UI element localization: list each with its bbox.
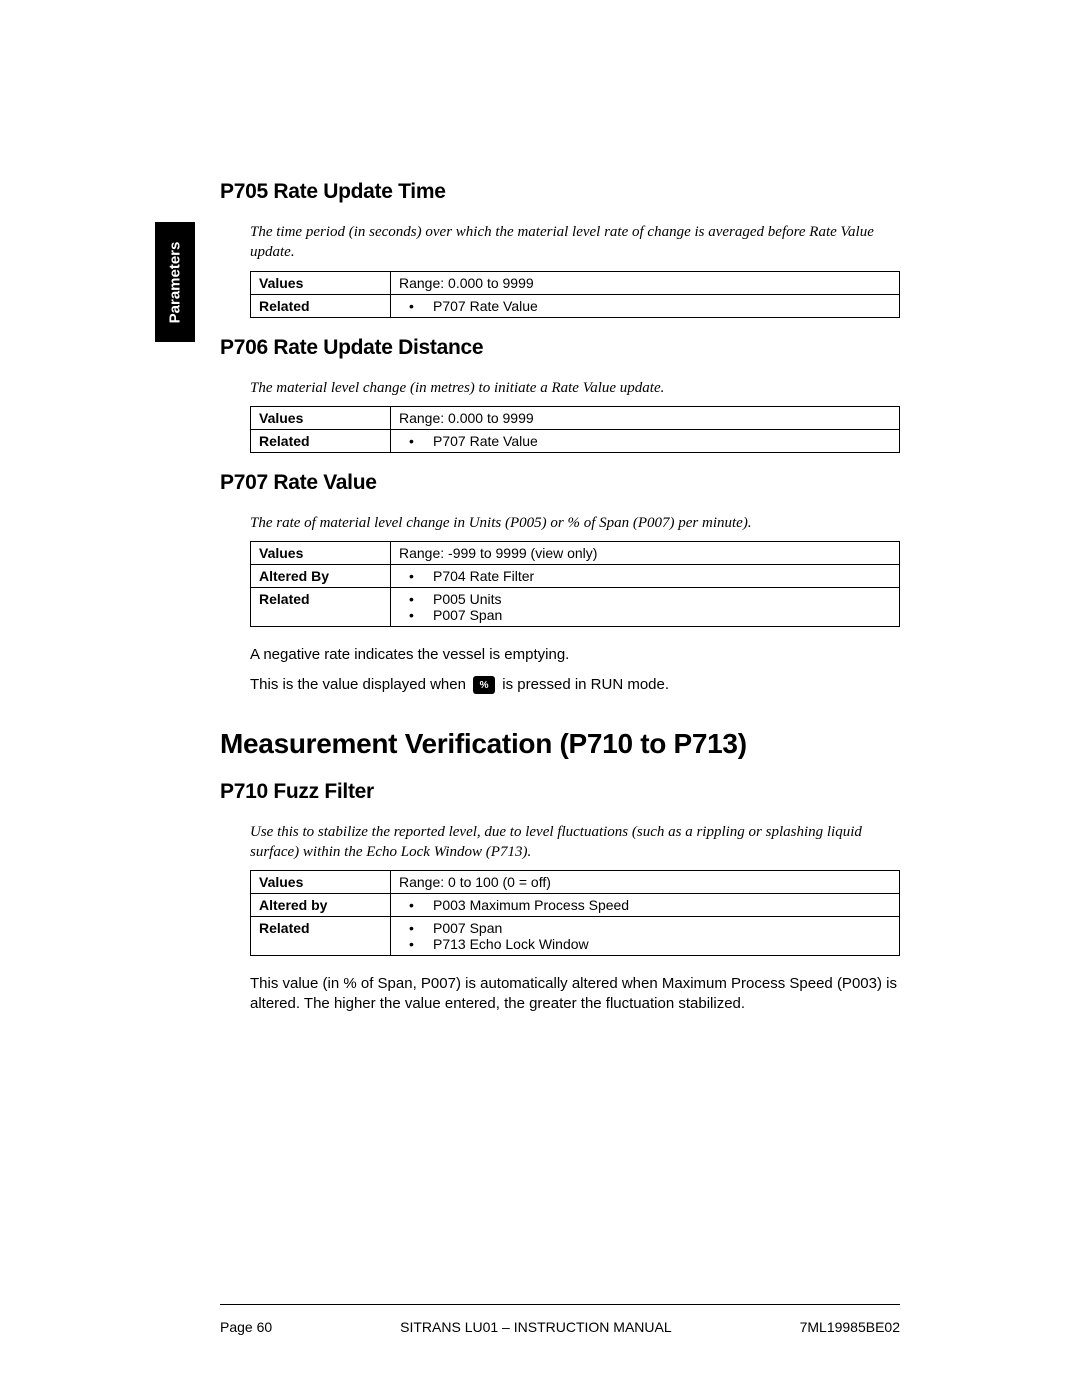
heading-p707: P707 Rate Value <box>220 471 900 495</box>
row-value: P707 Rate Value <box>391 429 900 452</box>
heading-p706: P706 Rate Update Distance <box>220 336 900 360</box>
table-row: Values Range: 0.000 to 9999 <box>251 271 900 294</box>
page-container: Parameters P705 Rate Update Time The tim… <box>0 0 1080 1397</box>
list-item: P007 Span <box>419 920 891 936</box>
row-label: Values <box>251 406 391 429</box>
row-value: P007 Span P713 Echo Lock Window <box>391 917 900 956</box>
footer-docnum: 7ML19985BE02 <box>800 1319 900 1335</box>
row-label: Altered By <box>251 565 391 588</box>
table-row: Related P005 Units P007 Span <box>251 588 900 627</box>
row-label: Values <box>251 871 391 894</box>
row-label: Related <box>251 429 391 452</box>
footer-page: Page 60 <box>220 1319 272 1335</box>
row-value: P005 Units P007 Span <box>391 588 900 627</box>
note-p707-2: This is the value displayed when % is pr… <box>250 675 900 695</box>
list-item: P003 Maximum Process Speed <box>419 897 891 913</box>
desc-p707: The rate of material level change in Uni… <box>250 513 900 533</box>
table-row: Values Range: 0 to 100 (0 = off) <box>251 871 900 894</box>
table-row: Values Range: -999 to 9999 (view only) <box>251 542 900 565</box>
footer-title: SITRANS LU01 – INSTRUCTION MANUAL <box>400 1319 672 1335</box>
row-value: Range: 0.000 to 9999 <box>391 406 900 429</box>
row-value: P707 Rate Value <box>391 294 900 317</box>
desc-p705: The time period (in seconds) over which … <box>250 222 900 263</box>
note-p707-2a: This is the value displayed when <box>250 676 470 693</box>
cell-list: P007 Span P713 Echo Lock Window <box>399 920 891 952</box>
row-label: Related <box>251 588 391 627</box>
desc-p706: The material level change (in metres) to… <box>250 378 900 398</box>
row-label: Values <box>251 271 391 294</box>
footer: Page 60 SITRANS LU01 – INSTRUCTION MANUA… <box>220 1319 900 1335</box>
cell-list: P707 Rate Value <box>399 298 891 314</box>
desc-p710: Use this to stabilize the reported level… <box>250 822 900 863</box>
cell-list: P003 Maximum Process Speed <box>399 897 891 913</box>
cell-list: P707 Rate Value <box>399 433 891 449</box>
row-value: Range: -999 to 9999 (view only) <box>391 542 900 565</box>
row-label: Values <box>251 542 391 565</box>
list-item: P005 Units <box>419 591 891 607</box>
row-label: Related <box>251 917 391 956</box>
row-label: Altered by <box>251 894 391 917</box>
table-row: Related P707 Rate Value <box>251 429 900 452</box>
list-item: P704 Rate Filter <box>419 568 891 584</box>
table-p707: Values Range: -999 to 9999 (view only) A… <box>250 541 900 627</box>
list-item: P713 Echo Lock Window <box>419 936 891 952</box>
table-row: Values Range: 0.000 to 9999 <box>251 406 900 429</box>
list-item: P707 Rate Value <box>419 298 891 314</box>
table-row: Altered by P003 Maximum Process Speed <box>251 894 900 917</box>
row-label: Related <box>251 294 391 317</box>
side-tab-parameters: Parameters <box>155 222 195 342</box>
footer-divider <box>220 1304 900 1305</box>
list-item: P707 Rate Value <box>419 433 891 449</box>
note-p707-1: A negative rate indicates the vessel is … <box>250 645 900 665</box>
key-icon: % <box>473 676 495 694</box>
cell-list: P005 Units P007 Span <box>399 591 891 623</box>
heading-measurement-verification: Measurement Verification (P710 to P713) <box>220 728 900 760</box>
note-p707-2b: is pressed in RUN mode. <box>502 676 669 693</box>
side-tab-label: Parameters <box>167 241 184 323</box>
table-row: Related P707 Rate Value <box>251 294 900 317</box>
row-value: Range: 0 to 100 (0 = off) <box>391 871 900 894</box>
table-row: Altered By P704 Rate Filter <box>251 565 900 588</box>
cell-list: P704 Rate Filter <box>399 568 891 584</box>
row-value: Range: 0.000 to 9999 <box>391 271 900 294</box>
table-p706: Values Range: 0.000 to 9999 Related P707… <box>250 406 900 453</box>
row-value: P704 Rate Filter <box>391 565 900 588</box>
list-item: P007 Span <box>419 607 891 623</box>
note-p710: This value (in % of Span, P007) is autom… <box>250 974 900 1015</box>
row-value: P003 Maximum Process Speed <box>391 894 900 917</box>
table-p710: Values Range: 0 to 100 (0 = off) Altered… <box>250 870 900 956</box>
table-p705: Values Range: 0.000 to 9999 Related P707… <box>250 271 900 318</box>
heading-p710: P710 Fuzz Filter <box>220 780 900 804</box>
table-row: Related P007 Span P713 Echo Lock Window <box>251 917 900 956</box>
heading-p705: P705 Rate Update Time <box>220 180 900 204</box>
